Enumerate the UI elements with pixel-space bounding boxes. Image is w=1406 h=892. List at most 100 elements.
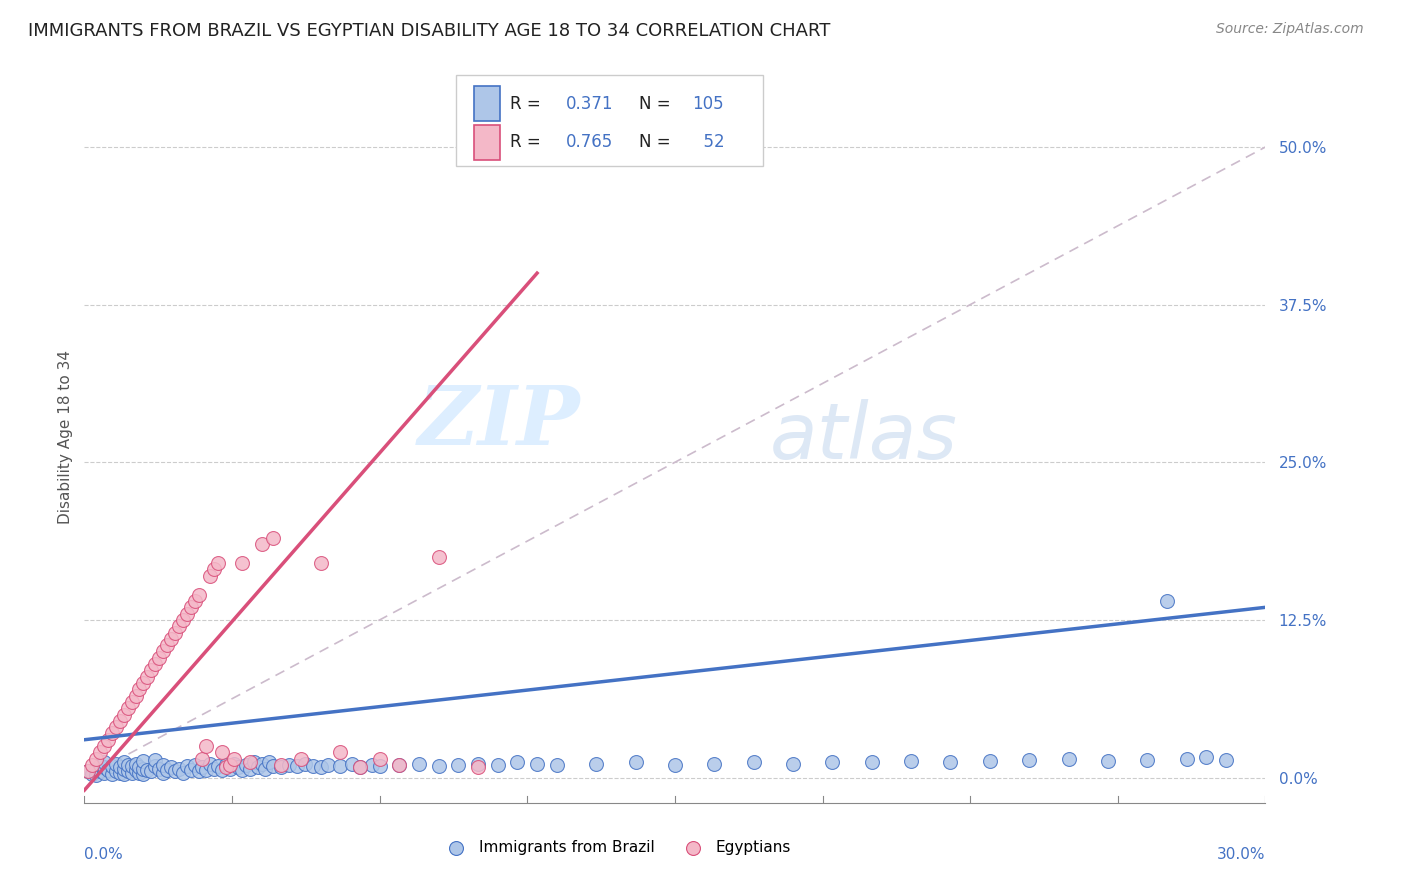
Point xyxy=(180,763,202,777)
Point xyxy=(546,758,568,772)
Point xyxy=(152,644,174,658)
Point xyxy=(262,531,284,545)
Point xyxy=(360,758,382,772)
Point xyxy=(664,758,686,772)
Point xyxy=(156,638,179,652)
Point xyxy=(89,758,111,772)
Point xyxy=(128,760,150,774)
Point xyxy=(309,556,332,570)
Point xyxy=(742,756,765,770)
Point xyxy=(124,756,146,771)
Point xyxy=(156,763,179,777)
Point xyxy=(191,760,214,774)
Point xyxy=(900,754,922,768)
Text: ZIP: ZIP xyxy=(418,383,581,462)
Text: R =: R = xyxy=(509,95,546,112)
Point xyxy=(262,759,284,773)
Text: R =: R = xyxy=(509,133,546,152)
Point xyxy=(215,758,238,772)
Point xyxy=(82,766,104,780)
Point xyxy=(222,752,245,766)
Point xyxy=(207,759,229,773)
Point xyxy=(93,760,115,774)
Text: atlas: atlas xyxy=(769,399,957,475)
Point xyxy=(167,619,190,633)
Point xyxy=(979,754,1001,768)
Point xyxy=(101,759,124,773)
Point xyxy=(152,758,174,772)
Point xyxy=(219,758,242,772)
Point xyxy=(1097,754,1119,768)
Point xyxy=(163,625,186,640)
Point xyxy=(368,759,391,773)
Point xyxy=(231,763,253,777)
Point xyxy=(104,720,127,734)
Point xyxy=(112,762,135,776)
Point xyxy=(254,762,277,776)
Point xyxy=(1057,752,1080,766)
Point xyxy=(349,760,371,774)
Point xyxy=(340,756,363,771)
Text: 105: 105 xyxy=(693,95,724,112)
Point xyxy=(187,764,209,779)
Point xyxy=(128,682,150,697)
Point xyxy=(526,756,548,771)
Text: Source: ZipAtlas.com: Source: ZipAtlas.com xyxy=(1216,22,1364,37)
Point xyxy=(143,759,166,773)
Point xyxy=(349,760,371,774)
Point xyxy=(132,766,155,780)
Point xyxy=(467,760,489,774)
Point xyxy=(467,756,489,771)
Point xyxy=(148,650,170,665)
Text: 0.765: 0.765 xyxy=(567,133,613,152)
Point xyxy=(1175,752,1198,766)
Point xyxy=(84,762,107,776)
Point xyxy=(132,676,155,690)
Point xyxy=(104,756,127,771)
Point xyxy=(172,613,194,627)
Point xyxy=(1156,594,1178,608)
Point xyxy=(821,756,844,770)
Point xyxy=(112,707,135,722)
Point xyxy=(246,760,269,774)
Point xyxy=(160,760,183,774)
Point xyxy=(231,556,253,570)
Point xyxy=(121,759,143,773)
Point xyxy=(239,756,262,770)
Point xyxy=(207,556,229,570)
Point xyxy=(242,756,264,770)
Point xyxy=(163,764,186,779)
Point xyxy=(143,657,166,671)
Point xyxy=(136,763,159,777)
Point xyxy=(309,760,332,774)
Point xyxy=(167,762,190,776)
Point xyxy=(124,689,146,703)
Y-axis label: Disability Age 18 to 34: Disability Age 18 to 34 xyxy=(58,350,73,524)
Point xyxy=(97,763,120,777)
Point xyxy=(117,701,139,715)
Point xyxy=(141,764,163,779)
Point xyxy=(1215,753,1237,767)
Point xyxy=(104,764,127,779)
Text: N =: N = xyxy=(640,133,676,152)
Point xyxy=(84,768,107,782)
Point xyxy=(624,756,647,770)
Point xyxy=(215,760,238,774)
Point xyxy=(294,756,316,771)
Point xyxy=(486,758,509,772)
Point xyxy=(285,759,308,773)
Point xyxy=(101,726,124,740)
Point xyxy=(427,549,450,564)
Point xyxy=(388,758,411,772)
Point xyxy=(183,594,205,608)
Point xyxy=(121,695,143,709)
Point xyxy=(152,765,174,780)
Point xyxy=(195,763,218,777)
FancyBboxPatch shape xyxy=(474,86,501,121)
Point xyxy=(408,756,430,771)
Point xyxy=(939,756,962,770)
Point xyxy=(195,739,218,753)
Point xyxy=(108,760,131,774)
Point xyxy=(89,745,111,759)
Point xyxy=(180,600,202,615)
